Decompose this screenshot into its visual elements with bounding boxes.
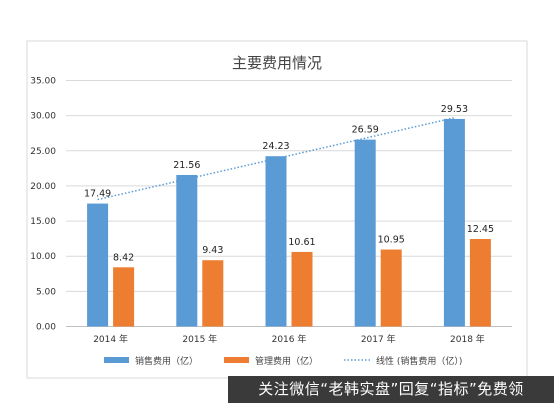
legend-label: 销售费用（亿）: [135, 355, 198, 367]
y-tick-label: 25.00: [30, 147, 56, 157]
y-axis: 0.00 5.00 10.00 15.00 20.00 25.00 30.00 35.00: [30, 77, 56, 333]
data-label: 12.45: [467, 224, 494, 235]
data-label: 10.61: [288, 237, 315, 248]
x-tick-label: 2018 年: [450, 333, 485, 345]
bar-sales: [87, 203, 109, 327]
bars: [87, 118, 491, 327]
data-label: 24.23: [262, 141, 289, 152]
legend-swatch-sales: [104, 357, 129, 363]
bar-sales: [443, 118, 465, 327]
y-tick-label: 0.00: [36, 323, 56, 333]
legend: 销售费用（亿） 管理费用（亿） 线性 (销售费用（亿）): [104, 355, 462, 367]
bar-sales: [176, 174, 198, 327]
x-tick-label: 2015 年: [182, 333, 217, 345]
data-label: 26.59: [352, 125, 379, 136]
legend-label: 线性 (销售费用（亿）): [376, 355, 462, 367]
bar-admin: [380, 249, 402, 327]
data-label: 9.43: [202, 245, 223, 256]
data-label: 21.56: [173, 160, 200, 171]
data-label: 10.95: [378, 235, 405, 246]
grid-lines: [66, 80, 512, 327]
y-tick-label: 30.00: [30, 112, 56, 122]
y-tick-label: 35.00: [30, 77, 56, 87]
x-tick-label: 2014 年: [93, 333, 128, 345]
bar-sales: [354, 139, 376, 327]
bar-admin: [113, 267, 135, 327]
legend-swatch-admin: [224, 357, 249, 363]
bar-admin: [202, 260, 224, 327]
y-tick-label: 20.00: [30, 182, 56, 192]
bar-sales: [265, 156, 287, 327]
x-tick-label: 2017 年: [361, 333, 396, 345]
trendline: [97, 117, 455, 201]
trendline-path: [97, 117, 455, 201]
data-label: 8.42: [113, 252, 134, 263]
data-label: 29.53: [441, 104, 468, 115]
y-tick-label: 15.00: [30, 217, 56, 227]
data-labels: 17.49 8.42 21.56 9.43 24.23 10.61 26.59 10.95 29…: [84, 104, 494, 263]
y-tick-label: 5.00: [36, 287, 56, 297]
watermark-banner: 关注微信“老韩实盘”回复“指标”免费领: [228, 376, 554, 403]
bar-admin: [469, 238, 491, 327]
x-axis: 2014 年 2015 年 2016 年 2017 年 2018 年: [93, 333, 485, 345]
chart-title: 主要费用情况: [232, 54, 322, 72]
legend-label: 管理费用（亿）: [255, 355, 318, 367]
data-label: 17.49: [84, 189, 111, 200]
y-tick-label: 10.00: [30, 252, 56, 262]
bar-admin: [291, 251, 313, 327]
x-tick-label: 2016 年: [272, 333, 307, 345]
